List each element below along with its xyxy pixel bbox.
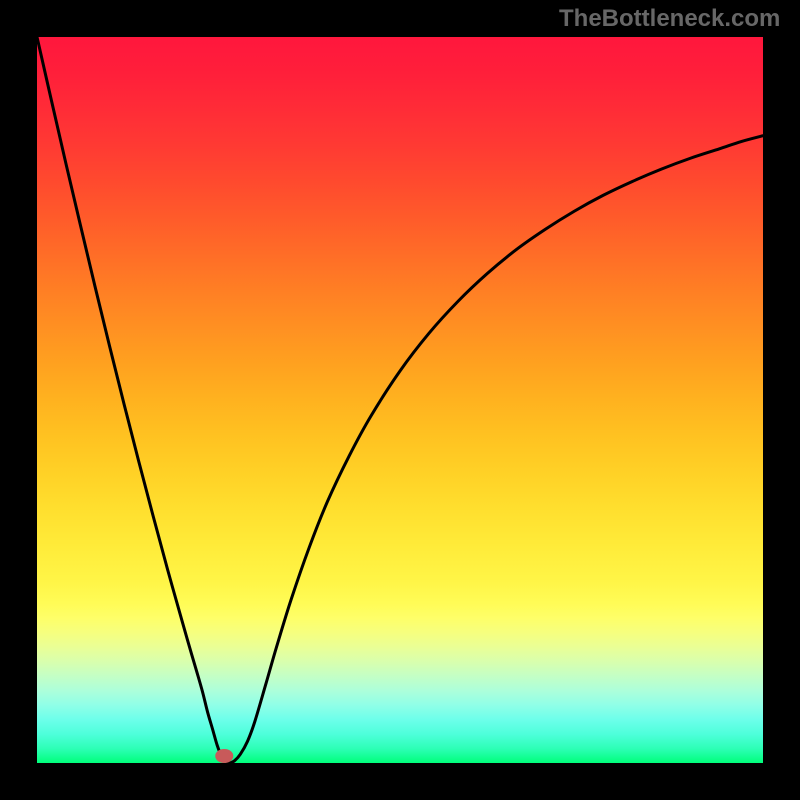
bottleneck-curve <box>37 37 763 763</box>
chart-stage: TheBottleneck.com <box>0 0 800 800</box>
plot-area <box>37 37 763 763</box>
watermark-text: TheBottleneck.com <box>559 5 780 33</box>
optimum-marker <box>216 749 234 763</box>
curve-layer <box>37 37 763 763</box>
